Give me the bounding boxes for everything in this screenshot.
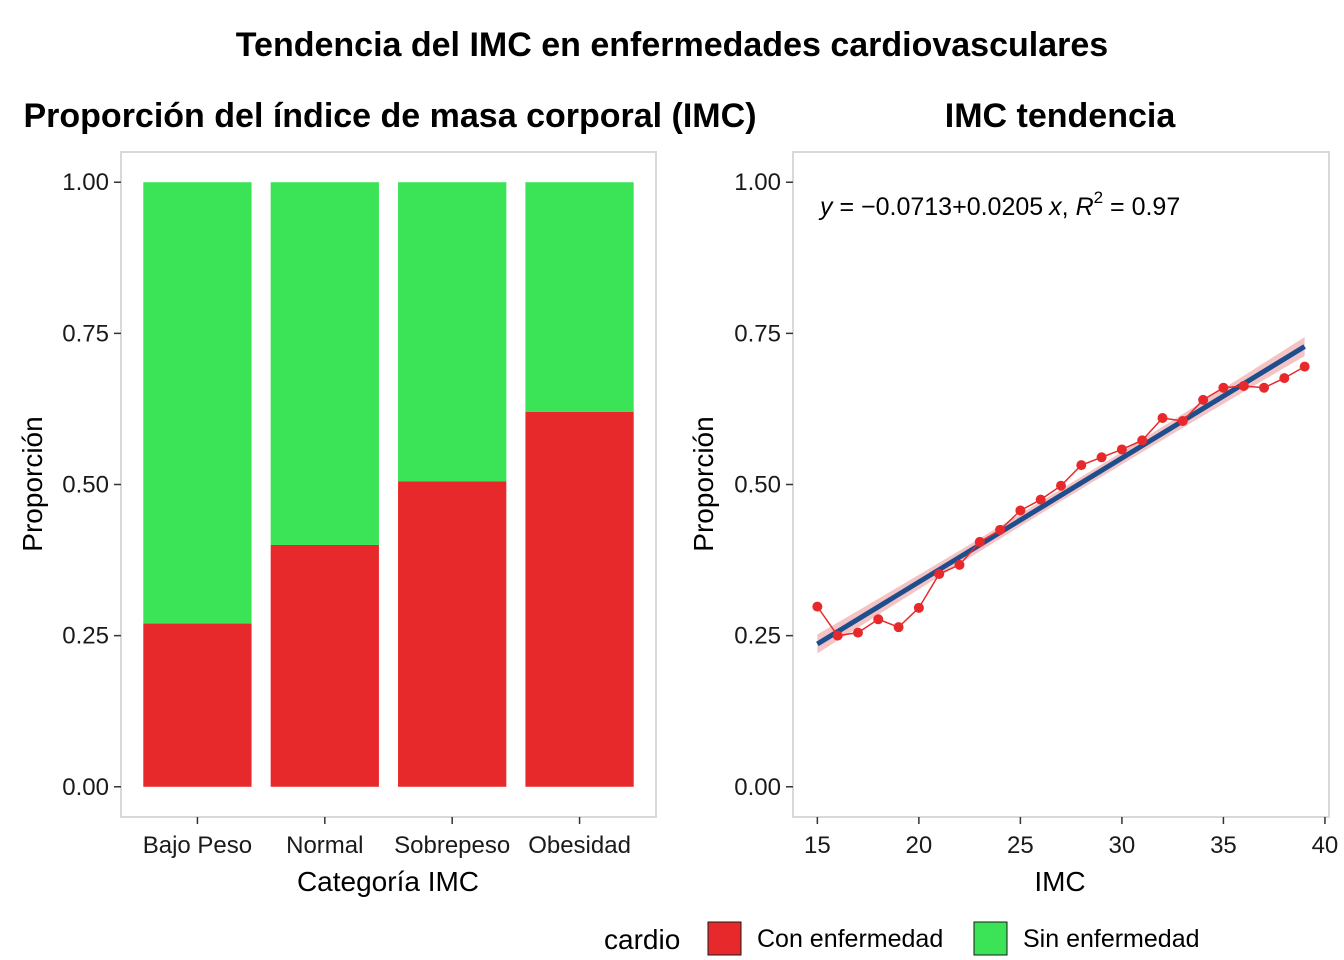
legend-label-con-enfermedad: Con enfermedad: [757, 925, 943, 953]
data-point: [812, 601, 823, 612]
data-point: [1056, 480, 1066, 491]
regression-equation: y = −0.0713+0.0205 x, R2 = 0.97: [818, 188, 1180, 221]
eq-comma: ,: [1062, 193, 1076, 221]
eq-plus: +: [952, 193, 967, 221]
eq-x: x: [1048, 193, 1063, 221]
bar-bajo-peso-sin-enfermedad: [143, 182, 252, 624]
fit-line: [816, 344, 1306, 647]
trend-x-tick-label: 30: [1109, 832, 1136, 859]
data-point: [934, 568, 945, 579]
data-point: [974, 536, 985, 547]
trend-y-tick-label: 0.75: [734, 320, 781, 347]
data-point: [1218, 382, 1229, 393]
bar-normal-con-enfermedad: [270, 544, 379, 787]
bar-y-tick-label: 0.00: [62, 774, 109, 801]
data-point: [1238, 380, 1249, 391]
bar-obesidad-con-enfermedad: [525, 411, 634, 787]
data-point: [873, 614, 884, 625]
data-point: [1035, 494, 1046, 505]
trend-chart-title: IMC tendencia: [945, 97, 1177, 135]
bar-axes: 0.00 0.25 0.50 0.75 1.00 Bajo Peso Normal Sobre…: [62, 169, 631, 859]
trend-x-tick-label: 20: [906, 832, 933, 859]
data-point: [995, 524, 1006, 535]
data-point: [1116, 444, 1127, 455]
data-point: [1198, 394, 1209, 405]
trend-x-tick-label: 15: [804, 832, 831, 859]
data-point: [1157, 413, 1168, 423]
trend-x-tick-label: 25: [1007, 832, 1034, 859]
trend-y-tick-label: 0.00: [734, 774, 781, 801]
data-point: [832, 630, 843, 641]
trend-panel: IMC tendencia 0.00 0.25 0.50 0.75 1.00 15 20 25…: [688, 97, 1338, 897]
legend-label-sin-enfermedad: Sin enfermedad: [1023, 925, 1200, 953]
data-point: [893, 622, 904, 633]
bar-normal-sin-enfermedad: [270, 182, 379, 545]
data-point: [1279, 373, 1290, 384]
bar-sobrepeso-sin-enfermedad: [398, 182, 507, 482]
data-point: [852, 627, 863, 638]
data-point: [1177, 416, 1188, 427]
data-point: [1076, 460, 1087, 471]
trend-y-tick-label: 0.25: [734, 623, 781, 650]
legend: cardio Con enfermedad Sin enfermedad: [604, 921, 1200, 956]
data-point: [954, 559, 965, 570]
bar-y-tick-label: 0.25: [62, 623, 109, 650]
figure-title: Tendencia del IMC en enfermedades cardio…: [236, 26, 1108, 64]
bar-y-axis-label: Proporción: [17, 416, 48, 551]
bar-y-tick-label: 0.50: [62, 472, 109, 499]
eq-r2: = 0.97: [1103, 193, 1180, 221]
data-point: [1299, 361, 1310, 372]
bar-x-tick-label: Sobrepeso: [394, 832, 510, 859]
bar-y-tick-label: 0.75: [62, 320, 109, 347]
eq-y: y: [818, 193, 834, 221]
bar-panel: Proporción del índice de masa corporal (…: [17, 97, 757, 897]
bar-y-tick-label: 1.00: [62, 169, 109, 196]
bar-bajo-peso-con-enfermedad: [143, 623, 252, 787]
eq-slope: 0.0205: [967, 193, 1043, 221]
fit-line-group: [816, 344, 1306, 647]
legend-title: cardio: [604, 924, 680, 955]
bar-series-group: [143, 182, 634, 787]
eq-intercept: 0.0713: [876, 193, 952, 221]
data-point: [1096, 452, 1107, 463]
eq-equals: =: [833, 193, 862, 221]
data-point: [1137, 435, 1148, 446]
data-point: [1259, 382, 1270, 393]
eq-superscript: 2: [1094, 188, 1103, 207]
data-point: [1015, 505, 1026, 516]
data-point: [913, 602, 924, 613]
trend-x-tick-label: 40: [1312, 832, 1339, 859]
eq-r: R: [1076, 193, 1094, 221]
data-series-group: [812, 361, 1310, 641]
trend-x-tick-label: 35: [1210, 832, 1237, 859]
legend-swatch-con-enfermedad: [707, 921, 742, 956]
trend-axes: 0.00 0.25 0.50 0.75 1.00 15 20 25 30 35 40: [734, 169, 1338, 859]
trend-x-axis-label: IMC: [1034, 866, 1085, 897]
trend-y-axis-label: Proporción: [688, 416, 719, 551]
trend-y-tick-label: 1.00: [734, 169, 781, 196]
eq-minus: −: [861, 193, 876, 221]
bar-x-tick-label: Normal: [286, 832, 363, 859]
bar-x-tick-label: Obesidad: [528, 832, 631, 859]
bar-x-axis-label: Categoría IMC: [297, 866, 479, 897]
bar-chart-title: Proporción del índice de masa corporal (…: [23, 97, 756, 135]
bar-sobrepeso-con-enfermedad: [398, 481, 507, 787]
bar-obesidad-sin-enfermedad: [525, 182, 634, 412]
bar-x-tick-label: Bajo Peso: [143, 832, 252, 859]
trend-y-tick-label: 0.50: [734, 472, 781, 499]
legend-swatch-sin-enfermedad: [973, 921, 1008, 956]
